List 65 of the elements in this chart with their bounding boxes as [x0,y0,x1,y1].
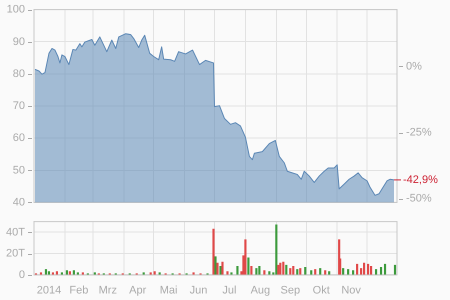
y-tick-label: 20T [6,248,26,260]
bar [66,270,68,275]
bar [219,266,222,275]
bar [142,272,145,275]
bar [292,266,294,275]
bar [374,269,378,275]
y-tick-label: 70 [12,100,25,112]
bar [384,264,386,275]
bar [250,266,252,275]
bar [285,264,288,275]
x-tick-label: Apr [129,284,147,296]
annotation: -42,9% [403,174,438,186]
bar [244,239,246,275]
x-tick-label: Jul [222,284,236,296]
bar [356,264,358,275]
x-tick-label: Feb [69,284,88,296]
bar [150,272,152,275]
bar [236,266,239,275]
x-tick-label: Mai [160,284,178,296]
y-tick-label: 50 [12,164,25,176]
x-tick-label: Jun [190,284,208,296]
y-tick-label: 40T [6,226,26,238]
y-tick-label: 60 [12,132,25,144]
bar [263,270,266,275]
y-tick-label: 0 [18,268,25,281]
bar [282,262,284,275]
bar [212,228,215,275]
bar [367,264,370,275]
bar [380,267,382,275]
bar [304,267,306,275]
bar [221,262,224,275]
bar [214,256,217,275]
bar [289,268,292,275]
x-tick-label: 2014 [36,284,62,296]
bar [247,257,250,275]
bar [310,270,312,275]
bar [370,266,372,275]
y-tick-label: 80 [12,68,25,80]
x-tick-label: Sep [280,284,300,296]
y-tick-label: 100 [6,4,25,16]
bar [324,270,326,275]
bar [44,269,48,275]
bar [342,268,344,275]
bar [277,264,280,275]
bar [328,271,330,275]
bar [347,269,350,275]
x-tick-label: Nov [341,284,362,296]
bar [314,269,316,275]
bar [299,268,302,275]
bar [279,262,282,275]
bar [258,266,260,275]
x-tick-label: Aug [250,284,270,296]
bar [72,270,75,275]
y-tick-label: 90 [12,36,25,48]
y2-tick-label: -50% [406,192,432,205]
x-tick-label: Mrz [98,284,117,296]
bar [352,270,354,275]
y-tick-label: 40 [12,196,25,208]
bar [319,268,322,275]
bar [255,268,258,275]
bar [296,269,298,275]
bar [394,264,396,275]
x-tick-label: Okt [312,284,330,296]
y2-tick-label: -25% [406,126,432,139]
y2-tick-label: 0% [406,60,422,72]
